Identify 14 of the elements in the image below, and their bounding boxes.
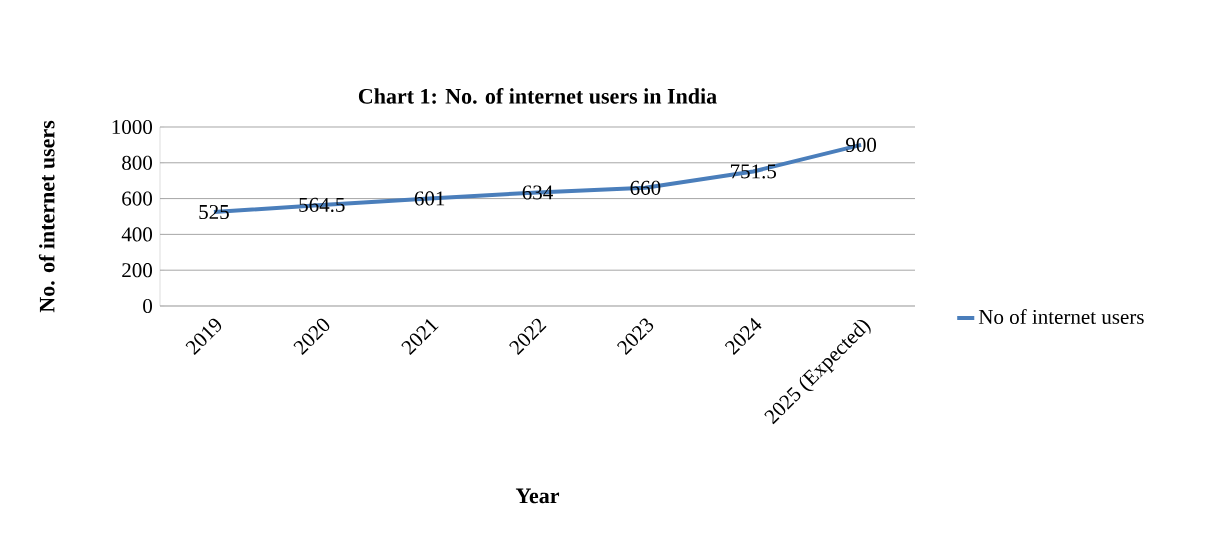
y-tick-label: 600 [122,191,153,206]
data-label: 525 [199,204,229,220]
y-axis-title: No. of internet users [38,120,55,313]
legend-label: No of internet users [978,309,1144,324]
y-tick-label: 200 [122,263,153,278]
data-label: 601 [414,191,445,206]
data-label: 634 [522,185,553,200]
chart-title: Chart 1: No. of internet users in India [358,87,717,104]
y-tick-label: 1000 [112,119,153,135]
data-label: 900 [846,137,877,152]
y-tick-label: 0 [143,298,153,314]
y-tick-label: 400 [121,227,153,242]
y-tick-label: 800 [122,155,153,170]
x-axis-title: Year [515,488,560,504]
